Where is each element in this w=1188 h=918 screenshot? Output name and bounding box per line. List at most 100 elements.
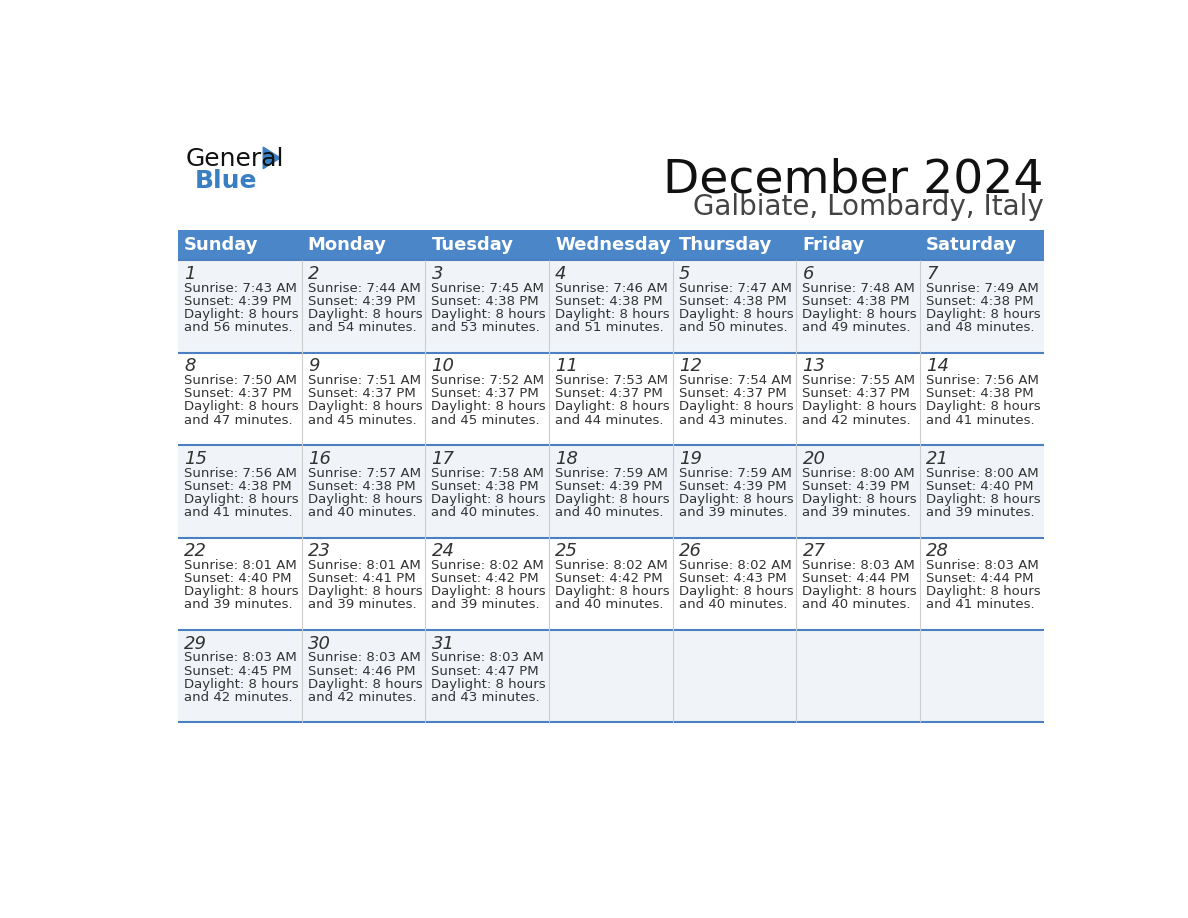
Text: Friday: Friday bbox=[802, 236, 865, 254]
Text: 12: 12 bbox=[678, 357, 702, 375]
Text: Sunset: 4:38 PM: Sunset: 4:38 PM bbox=[927, 387, 1034, 400]
Text: Sunrise: 8:03 AM: Sunrise: 8:03 AM bbox=[802, 559, 915, 572]
Text: 18: 18 bbox=[555, 450, 579, 468]
Text: Daylight: 8 hours: Daylight: 8 hours bbox=[802, 400, 917, 413]
Text: December 2024: December 2024 bbox=[663, 158, 1043, 203]
Text: 23: 23 bbox=[308, 543, 330, 560]
Text: Daylight: 8 hours: Daylight: 8 hours bbox=[431, 400, 546, 413]
Text: Daylight: 8 hours: Daylight: 8 hours bbox=[555, 308, 670, 321]
Text: and 39 minutes.: and 39 minutes. bbox=[431, 599, 541, 611]
Text: Daylight: 8 hours: Daylight: 8 hours bbox=[308, 493, 423, 506]
Text: Daylight: 8 hours: Daylight: 8 hours bbox=[184, 586, 298, 599]
Text: and 40 minutes.: and 40 minutes. bbox=[678, 599, 788, 611]
Text: Sunset: 4:38 PM: Sunset: 4:38 PM bbox=[431, 295, 539, 308]
Text: Sunrise: 8:03 AM: Sunrise: 8:03 AM bbox=[431, 652, 544, 665]
Text: Sunset: 4:37 PM: Sunset: 4:37 PM bbox=[555, 387, 663, 400]
Text: Daylight: 8 hours: Daylight: 8 hours bbox=[555, 586, 670, 599]
Text: Daylight: 8 hours: Daylight: 8 hours bbox=[678, 493, 794, 506]
Text: and 51 minutes.: and 51 minutes. bbox=[555, 321, 664, 334]
Text: Sunrise: 8:01 AM: Sunrise: 8:01 AM bbox=[308, 559, 421, 572]
Text: Daylight: 8 hours: Daylight: 8 hours bbox=[927, 308, 1041, 321]
Text: Sunrise: 8:02 AM: Sunrise: 8:02 AM bbox=[431, 559, 544, 572]
Text: 3: 3 bbox=[431, 265, 443, 283]
Text: Sunset: 4:38 PM: Sunset: 4:38 PM bbox=[184, 480, 292, 493]
Text: and 40 minutes.: and 40 minutes. bbox=[555, 599, 664, 611]
Text: and 40 minutes.: and 40 minutes. bbox=[555, 506, 664, 519]
Text: Sunset: 4:38 PM: Sunset: 4:38 PM bbox=[927, 295, 1034, 308]
Text: Daylight: 8 hours: Daylight: 8 hours bbox=[184, 308, 298, 321]
Text: Sunset: 4:43 PM: Sunset: 4:43 PM bbox=[678, 572, 786, 585]
Text: Sunrise: 8:03 AM: Sunrise: 8:03 AM bbox=[927, 559, 1040, 572]
Text: Sunset: 4:44 PM: Sunset: 4:44 PM bbox=[802, 572, 910, 585]
Text: Sunset: 4:46 PM: Sunset: 4:46 PM bbox=[308, 665, 416, 677]
Text: and 56 minutes.: and 56 minutes. bbox=[184, 321, 292, 334]
Text: Daylight: 8 hours: Daylight: 8 hours bbox=[184, 400, 298, 413]
Text: Sunrise: 7:51 AM: Sunrise: 7:51 AM bbox=[308, 375, 421, 387]
Text: and 45 minutes.: and 45 minutes. bbox=[431, 413, 541, 427]
Bar bbox=[178, 538, 1043, 630]
Text: Sunrise: 7:54 AM: Sunrise: 7:54 AM bbox=[678, 375, 791, 387]
Text: Sunset: 4:37 PM: Sunset: 4:37 PM bbox=[184, 387, 292, 400]
Text: Sunset: 4:37 PM: Sunset: 4:37 PM bbox=[802, 387, 910, 400]
Text: 16: 16 bbox=[308, 450, 330, 468]
Text: Sunset: 4:37 PM: Sunset: 4:37 PM bbox=[678, 387, 786, 400]
Text: and 41 minutes.: and 41 minutes. bbox=[184, 506, 292, 519]
Text: Daylight: 8 hours: Daylight: 8 hours bbox=[184, 493, 298, 506]
Text: Sunset: 4:38 PM: Sunset: 4:38 PM bbox=[308, 480, 416, 493]
Text: Sunset: 4:37 PM: Sunset: 4:37 PM bbox=[308, 387, 416, 400]
Text: and 44 minutes.: and 44 minutes. bbox=[555, 413, 664, 427]
Text: 30: 30 bbox=[308, 634, 330, 653]
Text: Sunset: 4:40 PM: Sunset: 4:40 PM bbox=[927, 480, 1034, 493]
Text: Sunset: 4:41 PM: Sunset: 4:41 PM bbox=[308, 572, 416, 585]
Text: Daylight: 8 hours: Daylight: 8 hours bbox=[802, 308, 917, 321]
Bar bbox=[178, 261, 1043, 353]
Text: and 39 minutes.: and 39 minutes. bbox=[308, 599, 417, 611]
Text: Sunrise: 8:00 AM: Sunrise: 8:00 AM bbox=[802, 466, 915, 480]
Text: 26: 26 bbox=[678, 543, 702, 560]
Text: and 41 minutes.: and 41 minutes. bbox=[927, 599, 1035, 611]
Text: Daylight: 8 hours: Daylight: 8 hours bbox=[308, 586, 423, 599]
Text: Sunrise: 7:53 AM: Sunrise: 7:53 AM bbox=[555, 375, 668, 387]
Text: Sunrise: 7:58 AM: Sunrise: 7:58 AM bbox=[431, 466, 544, 480]
Text: and 53 minutes.: and 53 minutes. bbox=[431, 321, 541, 334]
Text: 6: 6 bbox=[802, 265, 814, 283]
Bar bbox=[178, 353, 1043, 445]
Text: Daylight: 8 hours: Daylight: 8 hours bbox=[431, 677, 546, 690]
Text: 10: 10 bbox=[431, 357, 455, 375]
Text: Daylight: 8 hours: Daylight: 8 hours bbox=[927, 586, 1041, 599]
Text: Sunrise: 7:49 AM: Sunrise: 7:49 AM bbox=[927, 282, 1040, 295]
Text: Daylight: 8 hours: Daylight: 8 hours bbox=[678, 586, 794, 599]
Text: Daylight: 8 hours: Daylight: 8 hours bbox=[678, 400, 794, 413]
Text: Sunset: 4:42 PM: Sunset: 4:42 PM bbox=[431, 572, 539, 585]
Text: Sunset: 4:39 PM: Sunset: 4:39 PM bbox=[308, 295, 416, 308]
Text: Sunset: 4:38 PM: Sunset: 4:38 PM bbox=[678, 295, 786, 308]
Text: and 43 minutes.: and 43 minutes. bbox=[431, 690, 541, 704]
Text: 31: 31 bbox=[431, 634, 455, 653]
Text: Daylight: 8 hours: Daylight: 8 hours bbox=[678, 308, 794, 321]
Text: and 45 minutes.: and 45 minutes. bbox=[308, 413, 417, 427]
Text: Daylight: 8 hours: Daylight: 8 hours bbox=[431, 493, 546, 506]
Text: Sunset: 4:47 PM: Sunset: 4:47 PM bbox=[431, 665, 539, 677]
Text: 4: 4 bbox=[555, 265, 567, 283]
Text: Sunrise: 8:01 AM: Sunrise: 8:01 AM bbox=[184, 559, 297, 572]
Text: Saturday: Saturday bbox=[927, 236, 1017, 254]
Text: and 50 minutes.: and 50 minutes. bbox=[678, 321, 788, 334]
Text: and 42 minutes.: and 42 minutes. bbox=[308, 690, 417, 704]
Polygon shape bbox=[264, 147, 280, 169]
Text: and 41 minutes.: and 41 minutes. bbox=[927, 413, 1035, 427]
Text: Daylight: 8 hours: Daylight: 8 hours bbox=[927, 400, 1041, 413]
Bar bbox=[178, 445, 1043, 538]
Text: 15: 15 bbox=[184, 450, 207, 468]
Text: Daylight: 8 hours: Daylight: 8 hours bbox=[308, 400, 423, 413]
Text: Sunset: 4:45 PM: Sunset: 4:45 PM bbox=[184, 665, 292, 677]
Text: Thursday: Thursday bbox=[678, 236, 772, 254]
Text: Daylight: 8 hours: Daylight: 8 hours bbox=[927, 493, 1041, 506]
Bar bbox=[178, 630, 1043, 722]
Text: and 54 minutes.: and 54 minutes. bbox=[308, 321, 417, 334]
Text: Sunrise: 8:03 AM: Sunrise: 8:03 AM bbox=[184, 652, 297, 665]
Text: Sunset: 4:37 PM: Sunset: 4:37 PM bbox=[431, 387, 539, 400]
Text: and 49 minutes.: and 49 minutes. bbox=[802, 321, 911, 334]
Text: 22: 22 bbox=[184, 543, 207, 560]
Text: Sunrise: 7:56 AM: Sunrise: 7:56 AM bbox=[184, 466, 297, 480]
Text: Daylight: 8 hours: Daylight: 8 hours bbox=[431, 586, 546, 599]
